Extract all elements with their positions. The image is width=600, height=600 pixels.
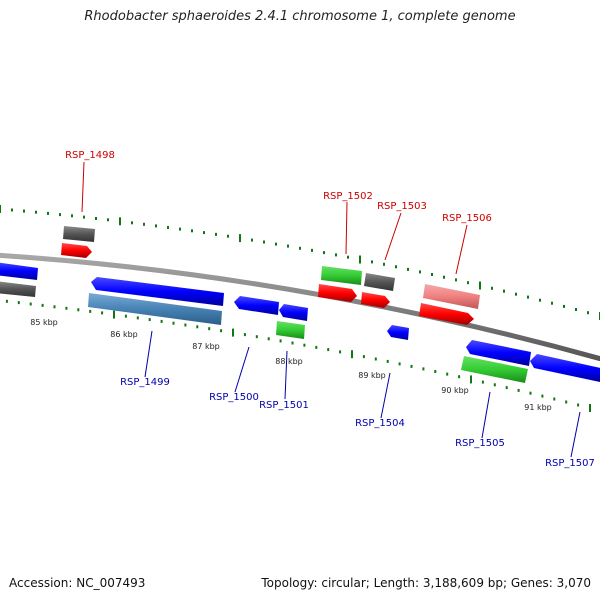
gene-label[interactable]: RSP_1506 [442, 213, 492, 224]
gene-feature[interactable] [530, 354, 600, 383]
gene-label[interactable]: RSP_1507 [545, 458, 595, 469]
gene-label[interactable]: RSP_1505 [455, 438, 505, 449]
gene-feature[interactable] [88, 293, 222, 325]
kbp-label: 86 kbp [110, 330, 138, 339]
gene-feature[interactable] [276, 321, 305, 339]
kbp-scale-labels: 85 kbp 86 kbp 87 kbp 88 kbp 89 kbp 90 kbp 91 k… [30, 318, 552, 412]
gene-feature[interactable] [0, 281, 36, 297]
gene-feature[interactable] [321, 266, 362, 285]
gene-label[interactable]: RSP_1499 [120, 377, 170, 388]
kbp-label: 89 kbp [358, 371, 386, 380]
accession-label: Accession: NC_007493 [9, 576, 146, 590]
outer-tick-ring [0, 205, 600, 320]
gene-feature[interactable] [61, 243, 92, 258]
kbp-label: 91 kbp [524, 403, 552, 412]
gene-label[interactable]: RSP_1498 [65, 150, 115, 161]
gene-feature[interactable] [63, 226, 95, 242]
kbp-label: 85 kbp [30, 318, 58, 327]
gene-feature[interactable] [461, 356, 528, 383]
gene-feature[interactable] [387, 325, 409, 340]
kbp-label: 87 kbp [192, 342, 220, 351]
genome-summary: Topology: circular; Length: 3,188,609 bp… [261, 576, 591, 590]
feature-tracks [0, 226, 600, 383]
gene-feature[interactable] [364, 273, 395, 291]
gene-label[interactable]: RSP_1502 [323, 191, 373, 202]
gene-label[interactable]: RSP_1504 [355, 418, 405, 429]
gene-label[interactable]: RSP_1500 [209, 392, 259, 403]
gene-feature[interactable] [279, 304, 308, 321]
gene-labels: RSP_1498 RSP_1502 RSP_1503 RSP_1506 RSP_1499… [65, 150, 595, 469]
chromosome-backbone [0, 252, 600, 362]
gene-feature[interactable] [234, 296, 279, 315]
gene-feature[interactable] [423, 284, 480, 309]
map-title: Rhodobacter sphaeroides 2.4.1 chromosome… [84, 9, 516, 24]
gene-label[interactable]: RSP_1503 [377, 201, 427, 212]
inner-tick-ring [5, 299, 591, 412]
gene-feature[interactable] [0, 262, 38, 280]
kbp-label: 88 kbp [275, 357, 303, 366]
gene-feature[interactable] [419, 303, 474, 325]
gene-feature[interactable] [361, 292, 390, 308]
gene-feature[interactable] [91, 277, 224, 306]
kbp-label: 90 kbp [441, 386, 469, 395]
gene-feature[interactable] [466, 340, 531, 366]
label-leader-lines [81, 161, 581, 458]
gene-feature[interactable] [318, 284, 357, 302]
gene-label[interactable]: RSP_1501 [259, 400, 309, 411]
